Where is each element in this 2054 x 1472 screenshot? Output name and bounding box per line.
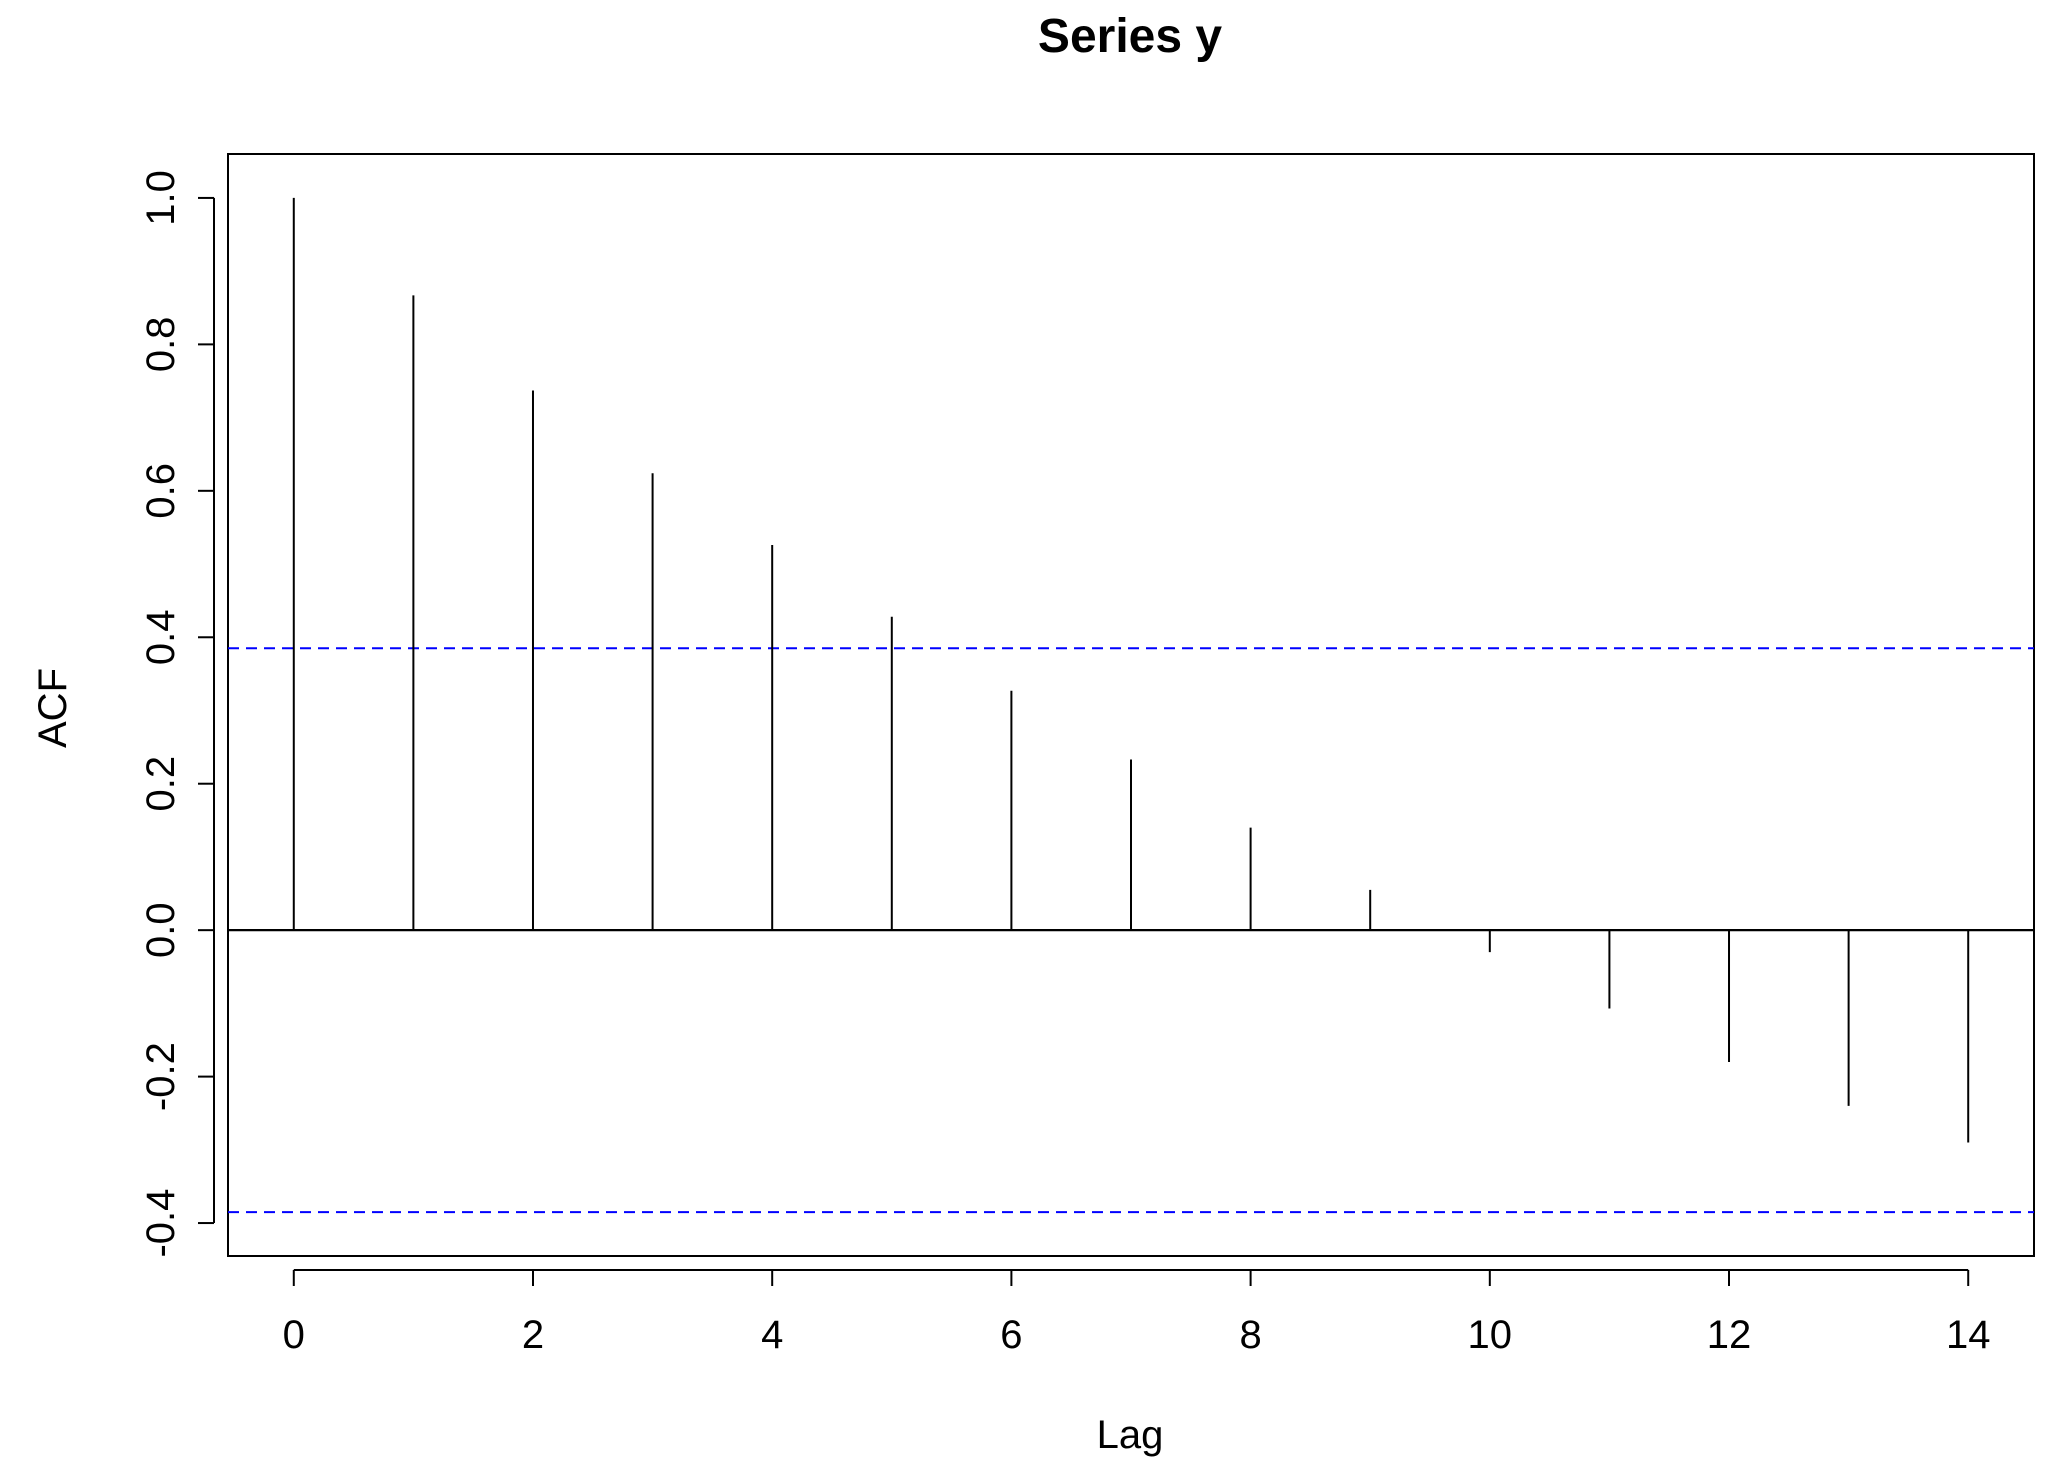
- x-tick-label-10: 10: [1468, 1313, 1513, 1357]
- x-tick-label-6: 6: [1000, 1313, 1022, 1357]
- y-axis-title: ACF: [31, 668, 75, 748]
- y-tick-label-3: 0.2: [139, 756, 183, 812]
- y-tick-label-7: 1.0: [139, 170, 183, 226]
- plot-area: 0 2 4 6 8 10 12 14 -0.4 -0.2 0.0 0.2 0.4 0.6 0.8 1.0: [139, 153, 2035, 1357]
- x-tick-label-14: 14: [1946, 1313, 1991, 1357]
- x-tick-label-4: 4: [761, 1313, 783, 1357]
- y-tick-label-0: -0.4: [139, 1189, 183, 1258]
- y-tick-label-4: 0.4: [139, 609, 183, 665]
- chart-title: Series y: [1038, 10, 1222, 63]
- y-tick-label-1: -0.2: [139, 1042, 183, 1111]
- x-tick-label-8: 8: [1239, 1313, 1261, 1357]
- y-tick-label-5: 0.6: [139, 463, 183, 519]
- y-tick-label-2: 0.0: [139, 902, 183, 958]
- x-tick-label-12: 12: [1707, 1313, 1752, 1357]
- y-tick-label-6: 0.8: [139, 317, 183, 373]
- x-axis-title: Lag: [1097, 1413, 1164, 1457]
- x-tick-label-2: 2: [522, 1313, 544, 1357]
- plot-frame: [227, 153, 2035, 1257]
- x-tick-label-0: 0: [283, 1313, 305, 1357]
